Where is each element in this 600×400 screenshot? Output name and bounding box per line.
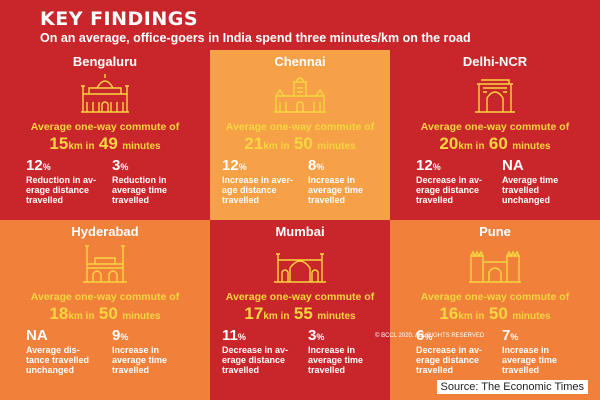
avg-commute-label: Average one-way commute of: [225, 291, 375, 303]
charminar-icon: [75, 242, 135, 284]
city-name: Delhi-NCR: [462, 54, 528, 69]
city-panel-mumbai: Mumbai Average one-way commute of 17km i…: [210, 220, 390, 400]
palace-icon: [75, 72, 135, 114]
commute-value: 16km in 50 minutes: [439, 304, 551, 323]
source-credit: Source: The Economic Times: [436, 380, 588, 394]
city-grid: Bengaluru Average one-way commute of 15k…: [0, 50, 600, 400]
distance-stat: 12% Increase in aver- age distance trave…: [222, 157, 294, 205]
avg-commute-label: Average one-way commute of: [225, 121, 375, 133]
avg-commute-label: Average one-way commute of: [420, 291, 570, 303]
time-stat: 9% Increase in average time travelled: [112, 327, 168, 375]
distance-stat: 12% Reduction in av- erage distance trav…: [26, 157, 97, 205]
commute-value: 15km in 49 minutes: [49, 134, 161, 153]
time-stat: NA Average time travelled unchanged: [502, 157, 559, 205]
avg-commute-label: Average one-way commute of: [30, 121, 180, 133]
distance-stat: 6% Decrease in av- erage distance travel…: [416, 327, 483, 375]
commute-value: 20km in 60 minutes: [439, 134, 551, 153]
distance-stat: NA Average dis- tance travelled unchange…: [26, 327, 90, 375]
commute-value: 18km in 50 minutes: [49, 304, 161, 323]
time-stat: 3% Increase in average time travelled: [308, 327, 364, 375]
city-name: Chennai: [274, 54, 326, 69]
city-name: Hyderabad: [71, 224, 139, 239]
city-name: Bengaluru: [72, 54, 138, 69]
copyright-watermark: © BCCL 2020. ALL RIGHTS RESERVED: [375, 333, 485, 339]
avg-commute-label: Average one-way commute of: [420, 121, 570, 133]
distance-stat: 12% Decrease in av- erage distance trave…: [416, 157, 483, 205]
shaniwar-wada-icon: [465, 242, 525, 284]
city-panel-hyderabad: Hyderabad Average one-way commute of 18k…: [0, 220, 210, 400]
city-name: Mumbai: [275, 224, 325, 239]
commute-value: 21km in 50 minutes: [244, 134, 356, 153]
gateway-of-india-icon: [270, 242, 330, 284]
city-panel-bengaluru: Bengaluru Average one-way commute of 15k…: [0, 50, 210, 220]
central-station-icon: [270, 72, 330, 114]
commute-value: 17km in 55 minutes: [244, 304, 356, 323]
city-panel-chennai: Chennai Average one-way commute of 21km …: [210, 50, 390, 220]
avg-commute-label: Average one-way commute of: [30, 291, 180, 303]
city-panel-pune: Pune Average one-way commute of 16km in …: [390, 220, 600, 400]
time-stat: 7% Increase in average time travelled: [502, 327, 558, 375]
page-title: KEY FINDINGS: [40, 8, 199, 30]
header: KEY FINDINGS On an average, office-goers…: [0, 0, 600, 50]
time-stat: 3% Reduction in average time travelled: [112, 157, 168, 205]
distance-stat: 11% Decrease in av- erage distance trave…: [222, 327, 289, 375]
city-name: Pune: [479, 224, 511, 239]
city-panel-delhi-ncr: Delhi-NCR Average one-way commute of 20k…: [390, 50, 600, 220]
india-gate-icon: [465, 72, 525, 114]
page-subtitle: On an average, office-goers in India spe…: [40, 31, 471, 45]
time-stat: 8% Increase in average time travelled: [308, 157, 364, 205]
